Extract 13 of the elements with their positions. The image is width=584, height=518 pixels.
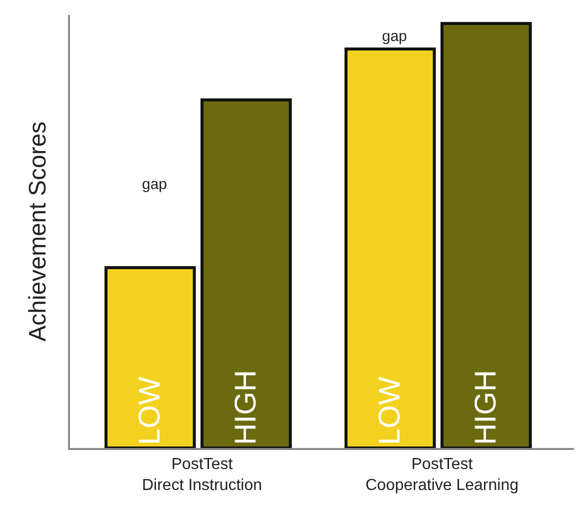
annotation: gap [142,176,168,193]
x-tick-label: PostTest Direct Instruction [142,456,262,494]
annotation: gap [382,28,408,45]
x-tick-label: PostTest Cooperative Learning [366,456,518,494]
series-label: HIGH [230,370,263,445]
bar [200,98,292,448]
text: HIGH [470,370,503,445]
bar [344,47,436,448]
bar [440,22,532,448]
series-label: LOW [134,376,167,445]
y-axis-title: Achievement Scores [24,121,52,342]
text: LOW [374,376,407,445]
bar [104,266,196,448]
